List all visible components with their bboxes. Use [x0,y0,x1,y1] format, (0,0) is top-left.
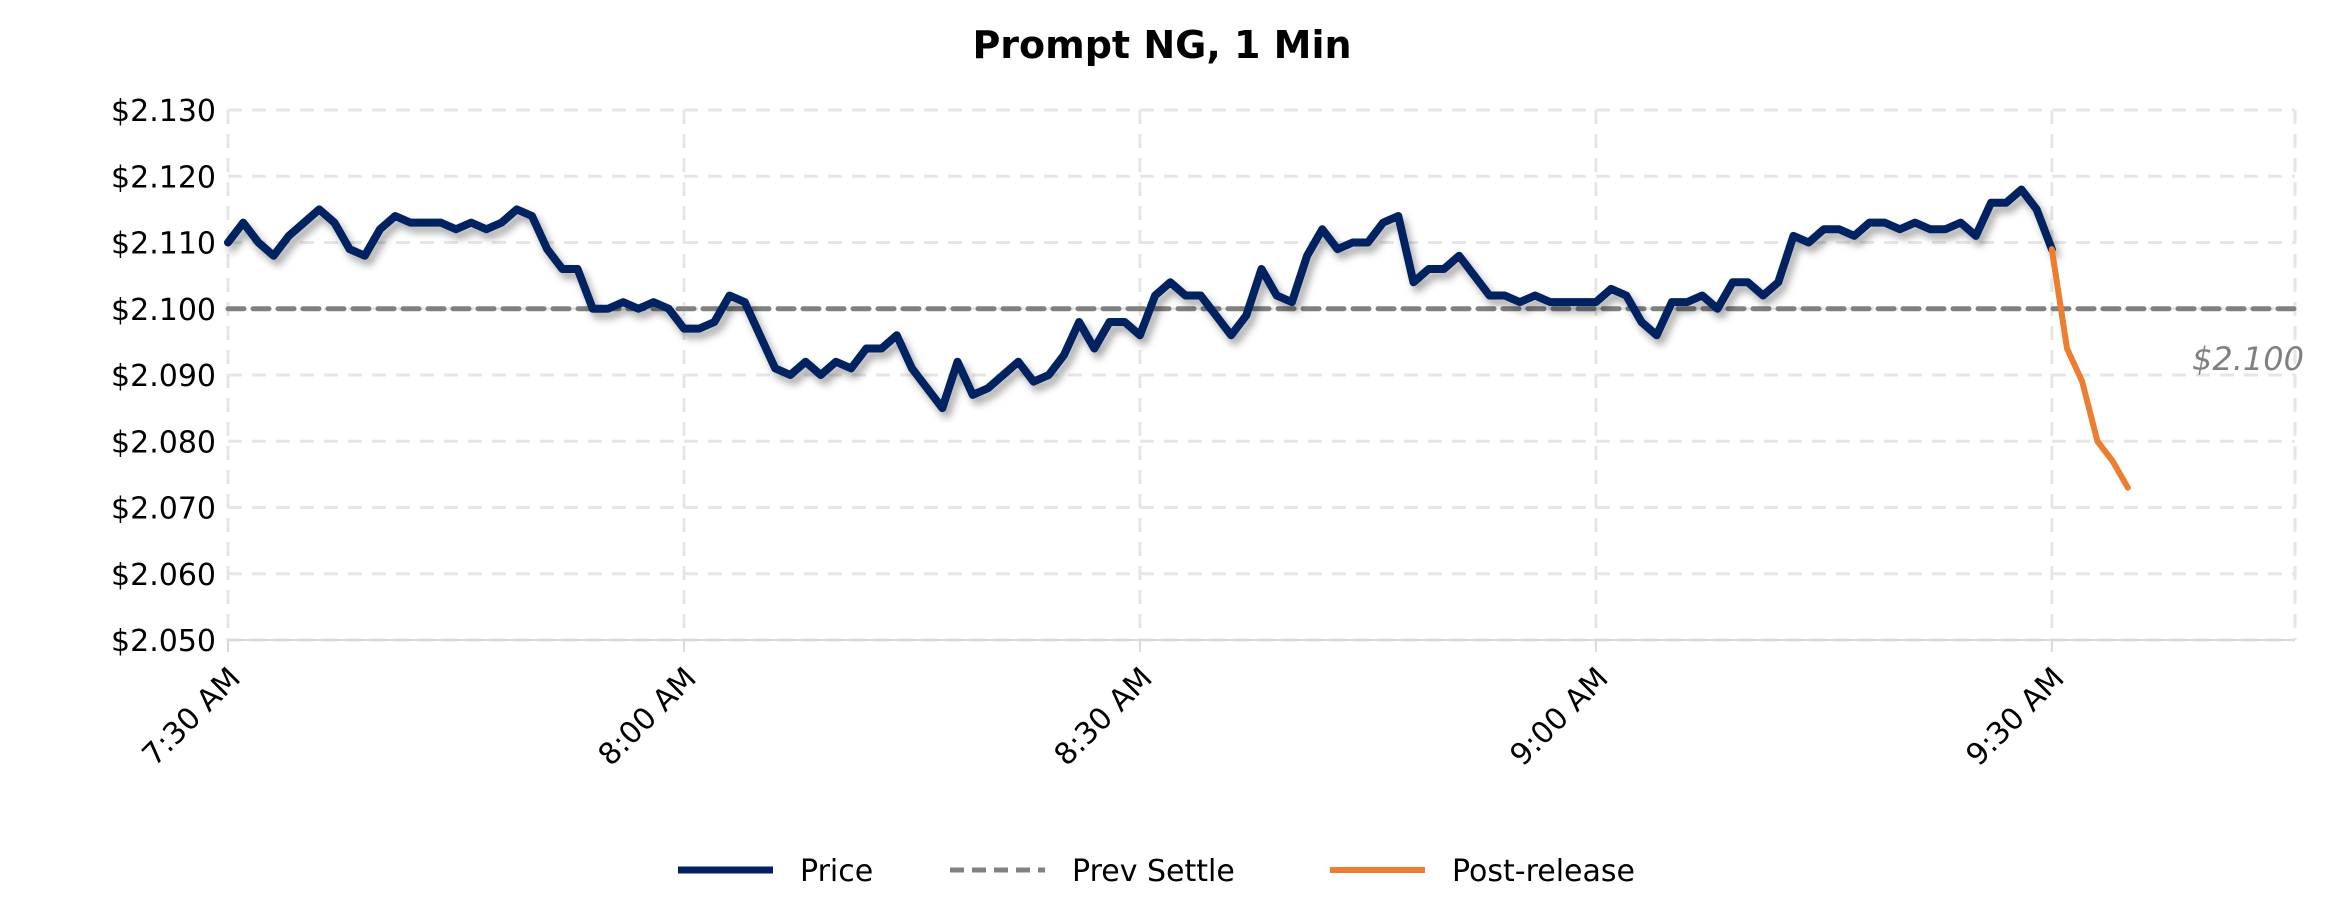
y-tick-label: $2.080 [111,425,216,460]
y-tick-label: $2.090 [111,359,216,394]
y-tick-label: $2.060 [111,558,216,593]
x-tick-label: 9:00 AM [1504,661,1616,773]
chart-title: Prompt NG, 1 Min [972,23,1351,67]
y-tick-label: $2.120 [111,160,216,195]
y-tick-label: $2.110 [111,227,216,262]
x-tick-label: 7:30 AM [136,661,248,773]
x-axis-ticks: 7:30 AM 8:00 AM 8:30 AM 9:00 AM 9:30 AM [136,661,2072,773]
price-line [224,185,2056,413]
legend-post-release-label: Post-release [1452,854,1635,889]
series-group [224,185,2298,491]
y-axis-ticks: $2.130 $2.120 $2.110 $2.100 $2.090 $2.080 $2.0… [111,94,216,659]
legend: Price Prev Settle Post-release [678,854,1635,889]
x-tick-label: 9:30 AM [1960,661,2072,773]
y-tick-label: $2.100 [111,293,216,328]
post-release-line [2048,246,2131,491]
y-tick-label: $2.050 [111,624,216,659]
y-tick-label: $2.130 [111,94,216,129]
legend-prev-settle-label: Prev Settle [1072,854,1235,889]
x-tick-label: 8:30 AM [1048,661,1160,773]
gridlines [226,108,2297,652]
y-tick-label: $2.070 [111,492,216,527]
x-tick-label: 8:00 AM [592,661,704,773]
prev-settle-annotation: $2.100 [2192,340,2304,378]
legend-price-label: Price [800,854,873,889]
